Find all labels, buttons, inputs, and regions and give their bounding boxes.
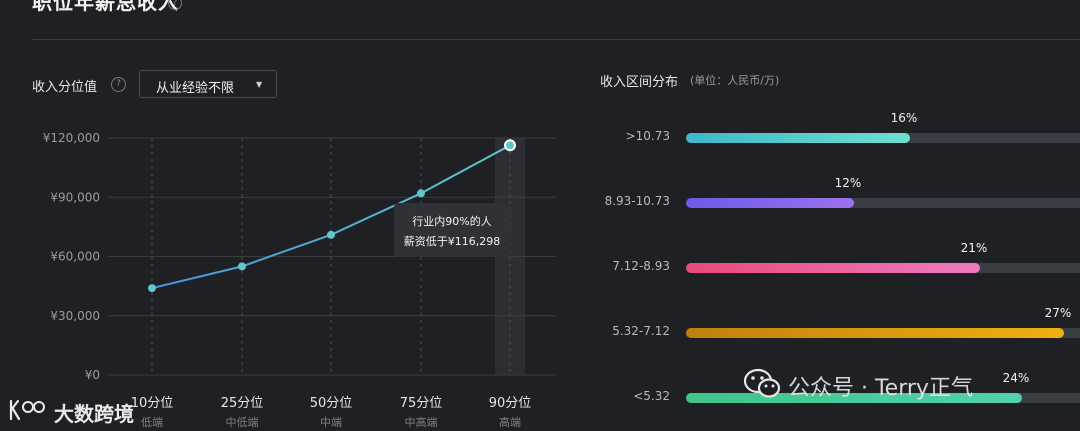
- data-point-highlight: [504, 139, 516, 152]
- data-point: [417, 189, 425, 198]
- x-tick-sublabel: 低端: [141, 416, 163, 429]
- wechat-icon: [743, 368, 781, 398]
- distribution-track: 16%: [686, 111, 1080, 143]
- x-tick-sublabel: 中高端: [405, 415, 438, 429]
- triangle-down-icon: ▼: [256, 80, 263, 89]
- question-circle-icon[interactable]: ?: [168, 0, 182, 10]
- distribution-value-label: 16%: [890, 111, 918, 125]
- tooltip-line-2: 薪资低于¥116,298: [403, 235, 501, 248]
- distribution-row: <5.32 24%: [0, 371, 1080, 418]
- experience-select[interactable]: 从业经验不限 ▼: [139, 70, 277, 98]
- x-tick-sublabel: 高端: [499, 415, 521, 429]
- distribution-category-label: <5.32: [633, 389, 670, 403]
- distribution-row: 8.93-10.73 12%: [0, 176, 1080, 223]
- x-tick-label: 90分位: [489, 396, 532, 411]
- watermark-left-text: 大数跨境: [54, 402, 134, 426]
- data-point: [327, 230, 335, 239]
- watermark-right-text: 公众号 · Terry正气: [788, 376, 973, 401]
- kuajing-logo-icon: [9, 399, 45, 421]
- distribution-value-label: 21%: [960, 241, 988, 255]
- x-tick-label: 75分位: [400, 396, 443, 411]
- y-tick-label: ¥120,000: [43, 131, 100, 145]
- x-tick-label: 25分位: [221, 396, 264, 411]
- page-title: 职位年薪总收入: [32, 0, 179, 14]
- distribution-bar: [686, 393, 1022, 403]
- distribution-value-label: 12%: [834, 176, 862, 190]
- distribution-bar: [686, 328, 1064, 338]
- tooltip-line-1: 行业内90%的人: [412, 215, 492, 228]
- y-tick-label: ¥90,000: [50, 190, 100, 204]
- x-tick-label: 50分位: [310, 396, 353, 411]
- distribution-bar: [686, 198, 854, 208]
- percentile-label: 收入分位值: [32, 80, 98, 95]
- experience-select-value: 从业经验不限: [156, 81, 235, 96]
- distribution-category-label: 8.93-10.73: [604, 194, 670, 208]
- x-tick-sublabel: 中低端: [226, 416, 259, 429]
- y-tick-label: ¥0: [85, 368, 100, 382]
- y-tick-label: ¥30,000: [50, 309, 100, 323]
- chart-tooltip: 行业内90%的人 薪资低于¥116,298: [394, 203, 510, 257]
- distribution-row: >10.73 16%: [0, 111, 1080, 158]
- data-point: [238, 262, 246, 271]
- distribution-track: 27%: [686, 306, 1080, 338]
- distribution-row: 7.12-8.93 21%: [0, 241, 1080, 288]
- distribution-bar: [686, 263, 980, 273]
- divider: [32, 39, 1080, 40]
- question-circle-icon[interactable]: ?: [111, 77, 126, 92]
- distribution-track: 12%: [686, 176, 1080, 208]
- distribution-value-label: 27%: [1044, 306, 1072, 320]
- distribution-bar: [686, 133, 910, 143]
- distribution-unit: (单位：人民币/万): [690, 74, 780, 87]
- distribution-category-label: 7.12-8.93: [612, 259, 670, 273]
- distribution-row: 5.32-7.12 27%: [0, 306, 1080, 353]
- distribution-title: 收入区间分布: [600, 75, 679, 90]
- x-tick-sublabel: 中端: [320, 416, 342, 429]
- distribution-category-label: >10.73: [625, 129, 670, 143]
- data-point: [148, 284, 156, 293]
- distribution-category-label: 5.32-7.12: [612, 324, 670, 338]
- x-tick-label: 10分位: [131, 396, 174, 411]
- percentile-line-chart: ¥0 ¥30,000 ¥60,000 ¥90,000 ¥120,000 10分位低端 25分…: [0, 120, 580, 431]
- y-tick-label: ¥60,000: [50, 250, 100, 264]
- distribution-track: 21%: [686, 241, 1080, 273]
- distribution-value-label: 24%: [1002, 371, 1030, 385]
- distribution-track: 24%: [686, 371, 1080, 403]
